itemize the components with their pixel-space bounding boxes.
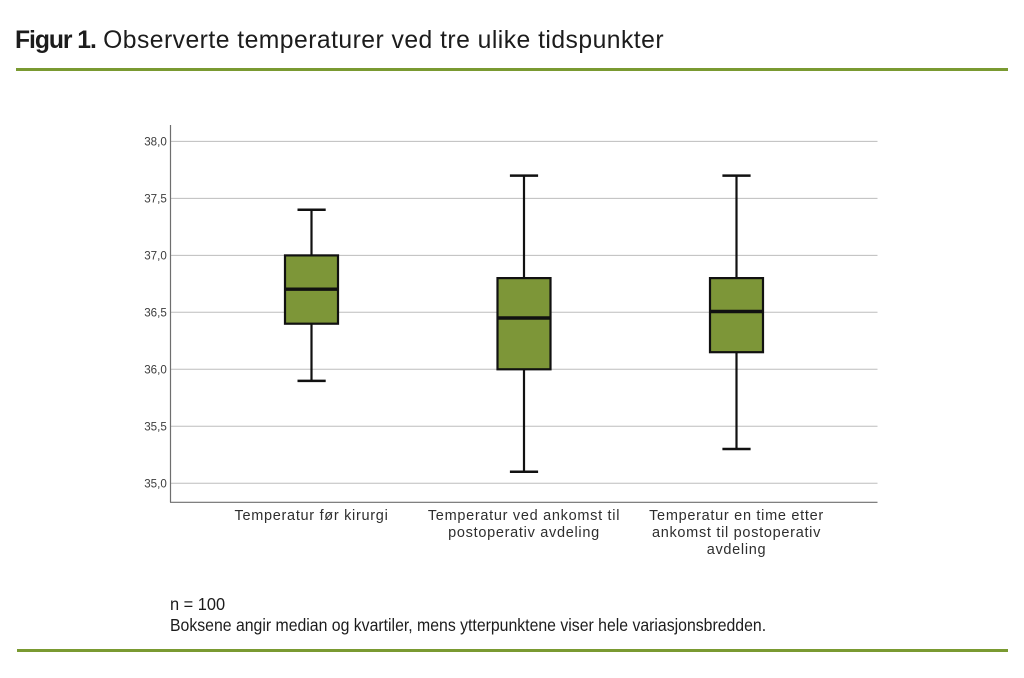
svg-text:Temperatur ved ankomst til: Temperatur ved ankomst til: [428, 508, 620, 524]
svg-text:35,0: 35,0: [144, 478, 167, 491]
svg-text:37,5: 37,5: [144, 193, 167, 206]
svg-text:35,5: 35,5: [144, 421, 167, 434]
svg-text:ankomst til postoperativ: ankomst til postoperativ: [652, 525, 821, 541]
svg-text:38,0: 38,0: [144, 136, 167, 149]
svg-text:Temperatur en time etter: Temperatur en time etter: [649, 508, 824, 524]
svg-text:36,0: 36,0: [144, 364, 167, 377]
svg-text:36,5: 36,5: [144, 307, 167, 320]
svg-text:37,0: 37,0: [144, 250, 167, 263]
svg-text:postoperativ avdeling: postoperativ avdeling: [448, 525, 600, 541]
svg-text:Temperatur før kirurgi: Temperatur før kirurgi: [235, 508, 389, 524]
svg-text:avdeling: avdeling: [707, 542, 767, 558]
